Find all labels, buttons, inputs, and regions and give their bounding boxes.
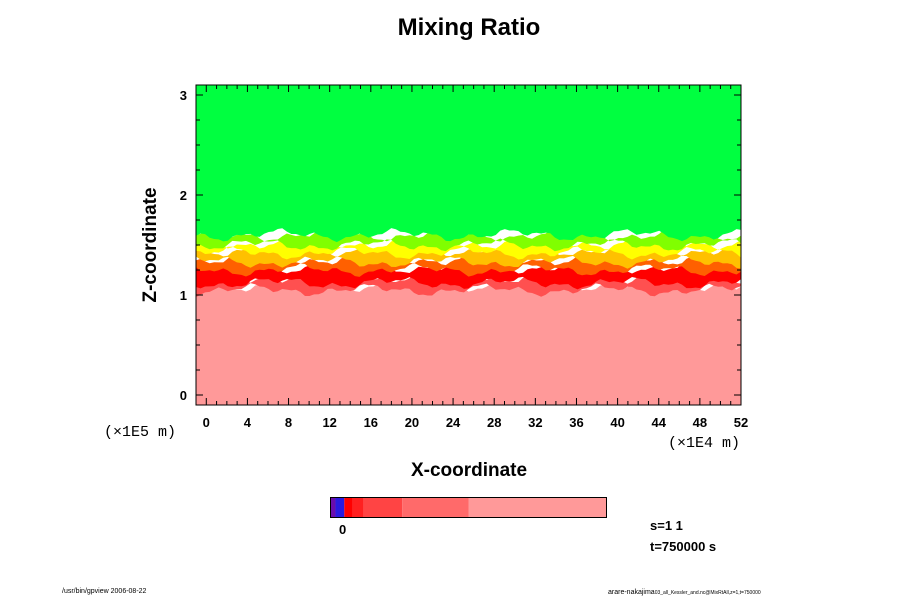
x-tick-label: 28 bbox=[487, 415, 501, 430]
colorbar-segment bbox=[330, 497, 336, 518]
s-label: s=1 1 bbox=[650, 518, 683, 533]
colorbar-segment bbox=[335, 497, 345, 518]
x-tick-label: 16 bbox=[364, 415, 378, 430]
chart-title: Mixing Ratio bbox=[397, 14, 541, 41]
y-tick-label: 2 bbox=[180, 188, 187, 203]
x-tick-label: 0 bbox=[203, 415, 210, 430]
y-tick-label: 0 bbox=[180, 388, 187, 403]
x-tick-label: 40 bbox=[610, 415, 624, 430]
y-tick-label: 1 bbox=[180, 288, 187, 303]
x-tick-label: 12 bbox=[322, 415, 336, 430]
axis-ticks bbox=[196, 85, 742, 405]
colorbar-segment bbox=[363, 497, 403, 518]
colorbar-segment bbox=[352, 497, 364, 518]
footer-source: arare-nakajima03_all_Kessler_and.nc@MixR… bbox=[608, 589, 761, 596]
footer-command: /usr/bin/gpview 2006-08-22 bbox=[62, 588, 147, 595]
x-axis-label: X-coordinate bbox=[410, 460, 528, 481]
y-axis-scale-label: (×1E5 m) bbox=[104, 424, 177, 441]
time-label: t=750000 s bbox=[650, 539, 717, 554]
colorbar-segment bbox=[344, 497, 353, 518]
x-tick-label: 36 bbox=[569, 415, 583, 430]
heatmap-field bbox=[196, 85, 741, 405]
x-tick-label: 4 bbox=[244, 415, 252, 430]
x-tick-label: 24 bbox=[446, 415, 461, 430]
contour-layer bbox=[196, 236, 741, 260]
colorbar-segment bbox=[468, 497, 607, 518]
y-tick-label: 3 bbox=[180, 88, 187, 103]
x-tick-label: 20 bbox=[405, 415, 419, 430]
contour-layer bbox=[196, 85, 741, 243]
x-tick-label: 32 bbox=[528, 415, 542, 430]
x-tick-label: 44 bbox=[652, 415, 667, 430]
colorbar bbox=[330, 497, 607, 518]
x-tick-label: 8 bbox=[285, 415, 292, 430]
colorbar-tick-label: 0 bbox=[339, 522, 347, 537]
colorbar-segments bbox=[330, 497, 607, 518]
footer-source-detail: 03_all_Kessler_and.nc@MixRtAll,z=1,t=750… bbox=[654, 590, 761, 596]
x-axis-scale-label: (×1E4 m) bbox=[668, 435, 741, 452]
x-tick-label: 52 bbox=[734, 415, 748, 430]
footer-source-main: arare-nakajima bbox=[608, 589, 655, 596]
contour-layer bbox=[196, 277, 741, 405]
contour-layer bbox=[196, 243, 741, 269]
x-tick-label: 48 bbox=[693, 415, 707, 430]
y-axis-label: Z-coordinate bbox=[140, 187, 161, 303]
colorbar-segment bbox=[402, 497, 469, 518]
